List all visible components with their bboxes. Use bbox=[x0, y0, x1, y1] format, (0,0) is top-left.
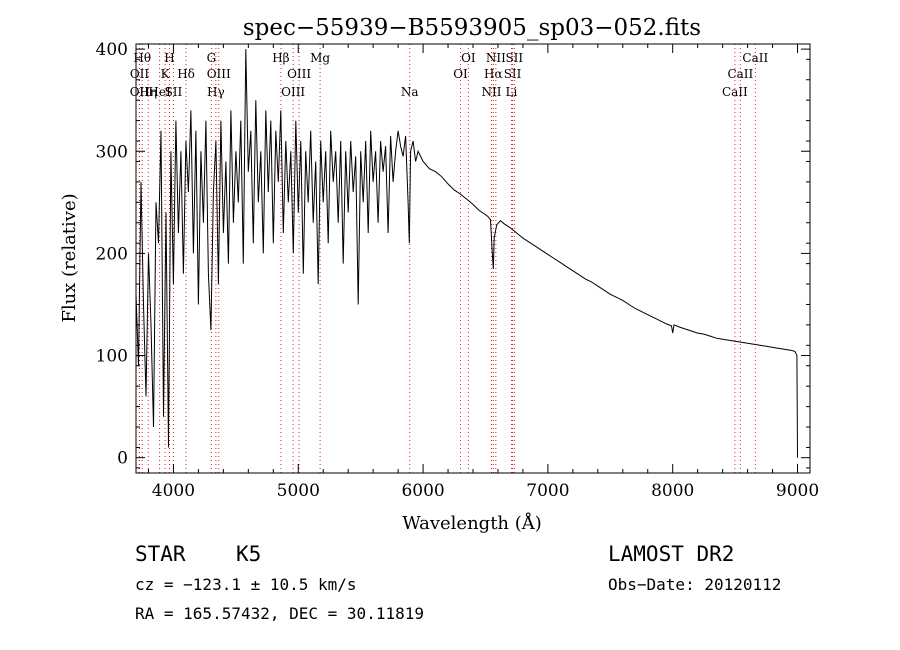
sky-coordinates: RA = 165.57432, DEC = 30.11819 bbox=[135, 604, 424, 623]
axis-ticks: 4000 5000 6000 7000 8000 9000 0 100 200 300 400 bbox=[96, 40, 820, 501]
line-marker-label: OIII bbox=[281, 85, 305, 99]
y-tick-label: 100 bbox=[96, 347, 128, 367]
survey-name: LAMOST DR2 bbox=[608, 542, 735, 566]
line-marker-label: OI bbox=[461, 51, 476, 65]
line-marker-label: K bbox=[161, 67, 171, 81]
chart-title: spec−55939−B5593905_sp03−052.fits bbox=[243, 15, 701, 41]
x-tick-label: 7000 bbox=[526, 481, 569, 501]
y-tick-label: 300 bbox=[96, 142, 128, 162]
x-tick-label: 4000 bbox=[152, 481, 195, 501]
line-marker-label: H bbox=[164, 51, 174, 65]
line-markers: HθOIIOIIHηHeIKHSIIHδGHγOIIIHβOIIIOIIIMgN… bbox=[130, 44, 768, 473]
line-marker-label: OII bbox=[130, 67, 150, 81]
plot-frame bbox=[135, 43, 811, 474]
y-tick-label: 200 bbox=[96, 244, 128, 264]
y-tick-label: 0 bbox=[117, 449, 128, 469]
line-marker-label: Hδ bbox=[177, 67, 195, 81]
line-marker-label: OIII bbox=[287, 67, 311, 81]
line-marker-label: CaII bbox=[742, 51, 768, 65]
line-marker-label: Mg bbox=[310, 51, 330, 65]
line-marker-label: Hα bbox=[484, 67, 503, 81]
line-marker-label: SII bbox=[165, 85, 183, 99]
line-marker-label: Hθ bbox=[133, 51, 151, 65]
object-subclass: K5 bbox=[236, 542, 262, 566]
x-tick-label: 8000 bbox=[651, 481, 694, 501]
line-marker-label: SII bbox=[505, 51, 523, 65]
line-marker-label: OI bbox=[453, 67, 468, 81]
x-tick-label: 9000 bbox=[776, 481, 819, 501]
line-marker-label: Hη bbox=[139, 85, 157, 99]
line-marker-label: CaII bbox=[727, 67, 753, 81]
line-marker-label: Hγ bbox=[207, 85, 225, 99]
series-layer bbox=[135, 49, 798, 458]
line-marker-label: Hβ bbox=[272, 51, 289, 65]
x-tick-label: 5000 bbox=[277, 481, 320, 501]
line-marker-label: CaII bbox=[722, 85, 748, 99]
x-tick-label: 6000 bbox=[401, 481, 444, 501]
spectrum-series bbox=[135, 49, 798, 458]
observation-date: Obs−Date: 20120112 bbox=[608, 575, 782, 594]
y-tick-label: 400 bbox=[96, 40, 128, 60]
y-axis-label: Flux (relative) bbox=[59, 193, 80, 322]
line-marker-label: Li bbox=[506, 85, 518, 99]
line-marker-label: Na bbox=[401, 85, 419, 99]
line-marker-label: SII bbox=[504, 67, 522, 81]
line-marker-label: OIII bbox=[207, 67, 231, 81]
line-marker-label: NII bbox=[486, 51, 506, 65]
x-axis-label: Wavelength (Å) bbox=[402, 512, 542, 534]
line-marker-label: OII bbox=[130, 85, 150, 99]
line-marker-label: G bbox=[207, 51, 217, 65]
line-marker-label: NII bbox=[481, 85, 501, 99]
redshift-velocity: cz = −123.1 ± 10.5 km/s bbox=[135, 575, 357, 594]
object-class: STAR bbox=[135, 542, 186, 566]
